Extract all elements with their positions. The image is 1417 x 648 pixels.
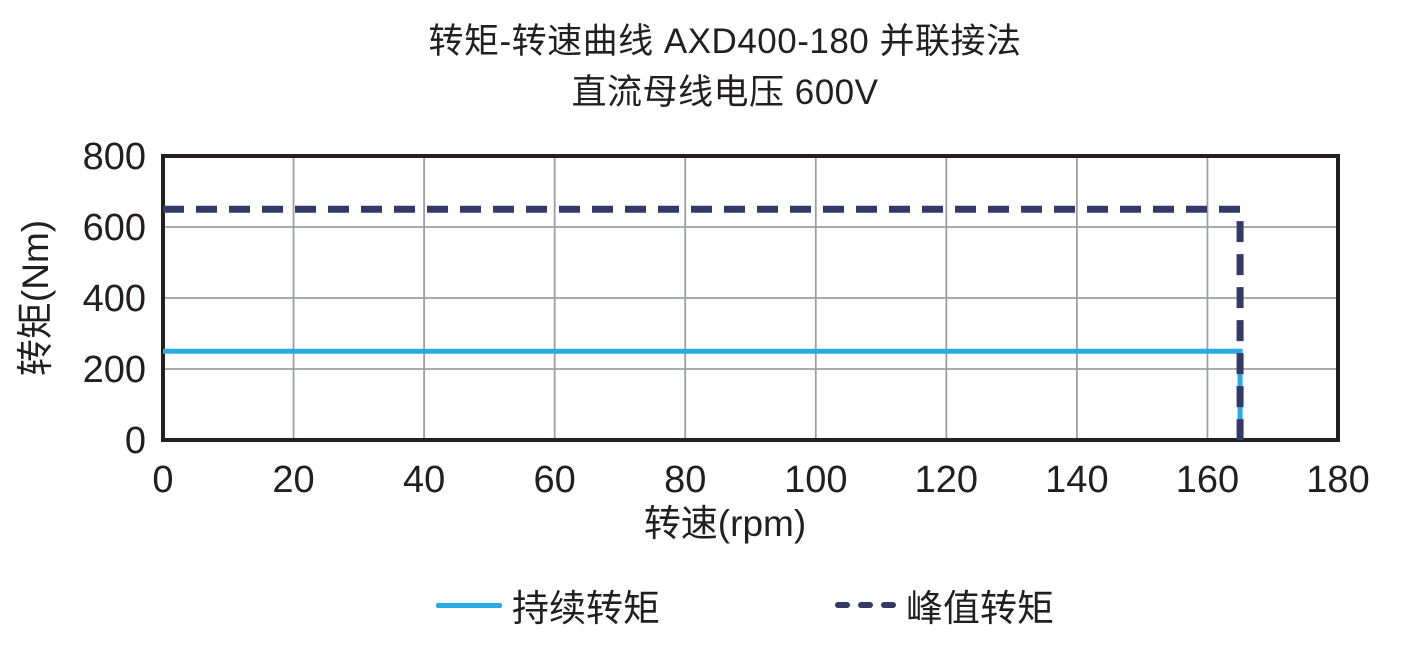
series-continuous-torque bbox=[163, 348, 1243, 440]
x-tick-label: 100 bbox=[784, 459, 847, 501]
y-tick-label: 600 bbox=[83, 207, 146, 249]
series-peak-torque bbox=[163, 205, 1244, 440]
x-tick-label: 120 bbox=[915, 459, 978, 501]
dash-segment bbox=[835, 602, 850, 608]
continuous-line-sample bbox=[436, 602, 502, 608]
dash-segment bbox=[881, 602, 896, 608]
x-tick-label: 40 bbox=[403, 459, 445, 501]
chart-title-line2: 直流母线电压 600V bbox=[571, 73, 879, 112]
y-tick-label: 800 bbox=[83, 136, 146, 178]
chart-title-line1: 转矩-转速曲线 AXD400-180 并联接法 bbox=[428, 22, 1022, 61]
y-axis-label: 转矩(Nm) bbox=[15, 220, 56, 376]
y-tick-label: 400 bbox=[83, 278, 146, 320]
tick-layer: 0 20 40 60 80 100 120 140 160 180 0 200 400 600 800 bbox=[83, 136, 1370, 501]
plot-border bbox=[161, 154, 1340, 442]
legend: 持续转矩 峰值转矩 bbox=[0, 578, 1417, 632]
series-layer bbox=[163, 205, 1244, 440]
x-tick-label: 20 bbox=[272, 459, 314, 501]
grid-layer bbox=[163, 156, 1338, 440]
x-tick-label: 140 bbox=[1045, 459, 1108, 501]
chart-title: 转矩-转速曲线 AXD400-180 并联接法 直流母线电压 600V bbox=[0, 16, 1417, 118]
legend-item-peak: 峰值转矩 bbox=[835, 578, 1054, 632]
x-axis-label: 转速(rpm) bbox=[644, 503, 806, 544]
legend-label-peak: 峰值转矩 bbox=[906, 588, 1054, 629]
legend-label-continuous: 持续转矩 bbox=[512, 588, 660, 629]
peak-line-sample bbox=[835, 602, 896, 608]
dash-segment bbox=[858, 602, 873, 608]
x-tick-label: 160 bbox=[1176, 459, 1239, 501]
y-tick-label: 0 bbox=[125, 420, 146, 462]
x-tick-label: 80 bbox=[664, 459, 706, 501]
x-tick-label: 0 bbox=[152, 459, 173, 501]
y-tick-label: 200 bbox=[83, 349, 146, 391]
x-tick-label: 60 bbox=[534, 459, 576, 501]
x-tick-label: 180 bbox=[1306, 459, 1369, 501]
legend-item-continuous: 持续转矩 bbox=[436, 578, 660, 632]
